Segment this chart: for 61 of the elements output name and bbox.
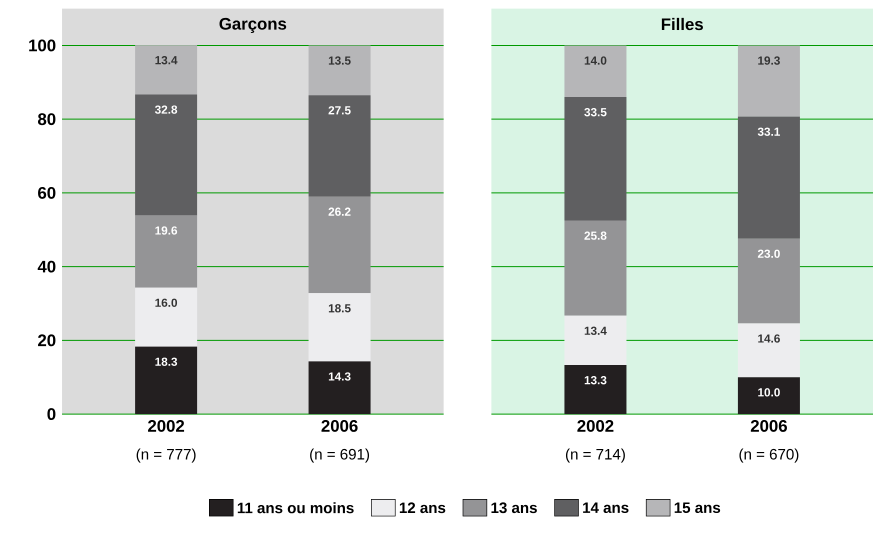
- data-label: 13.5: [328, 56, 351, 65]
- data-label: 13.3: [584, 376, 606, 384]
- y-tick-label: 40: [38, 260, 56, 272]
- bar: [308, 196, 371, 294]
- bar: [135, 215, 198, 288]
- legend-label: 14 ans: [583, 502, 629, 513]
- bar: [564, 220, 626, 316]
- data-label: 18.5: [328, 304, 351, 312]
- data-label: 14.6: [758, 334, 780, 343]
- bar: [738, 116, 800, 239]
- text: (n = 691): [310, 448, 370, 462]
- legend-label: 12 ans: [400, 502, 446, 514]
- data-label: 10.0: [758, 388, 780, 396]
- bar: [738, 377, 800, 414]
- data-label: 16.0: [155, 298, 178, 307]
- data-label: 23.0: [758, 249, 780, 258]
- bar: [564, 45, 626, 97]
- y-tick-label: 100: [29, 39, 56, 52]
- text: (n = 777): [136, 448, 196, 462]
- bar: [564, 316, 626, 365]
- bar: [308, 293, 371, 362]
- data-label: 14.0: [584, 56, 606, 65]
- bar: [135, 44, 198, 94]
- data-label: 19.6: [155, 226, 178, 235]
- y-tick-label: 20: [38, 334, 56, 346]
- data-label: 13.4: [584, 326, 607, 335]
- bar: [135, 288, 198, 347]
- bar: [564, 364, 626, 414]
- legend-label: 11 ans ou moins: [238, 502, 354, 514]
- bar: [135, 346, 198, 414]
- x-tick-label: 2002: [577, 420, 614, 432]
- data-label: 13.4: [155, 56, 178, 64]
- bar: [738, 238, 800, 324]
- data-label: 27.5: [328, 106, 351, 114]
- y-tick-label: 60: [38, 186, 56, 199]
- legend-label: 13 ans: [491, 502, 537, 514]
- legend-label: 15 ans: [674, 502, 720, 513]
- x-tick-label: 2006: [322, 420, 358, 432]
- bar: [738, 323, 800, 378]
- bar: [738, 45, 800, 117]
- y-tick-label: 80: [38, 113, 56, 126]
- chart-title: Filles: [662, 18, 703, 30]
- data-label: 33.1: [758, 127, 780, 136]
- data-label: 19.3: [758, 56, 780, 65]
- bar: [564, 96, 626, 220]
- bar: [308, 95, 371, 196]
- text: (n = 714): [566, 448, 625, 462]
- data-label: 14.3: [328, 372, 351, 381]
- data-label: 26.2: [328, 207, 351, 216]
- data-label: 33.5: [584, 108, 607, 116]
- data-label: 25.8: [584, 231, 606, 240]
- text: (n = 670): [739, 448, 798, 462]
- bar: [308, 361, 371, 414]
- text: Garçons: [220, 18, 286, 33]
- x-tick-label: 2002: [148, 420, 184, 432]
- x-tick-label: 2006: [750, 420, 787, 432]
- bar: [308, 45, 371, 96]
- bar: [135, 94, 198, 216]
- y-tick-label: 0: [47, 408, 56, 420]
- data-label: 32.8: [154, 105, 178, 114]
- data-label: 18.3: [155, 357, 178, 366]
